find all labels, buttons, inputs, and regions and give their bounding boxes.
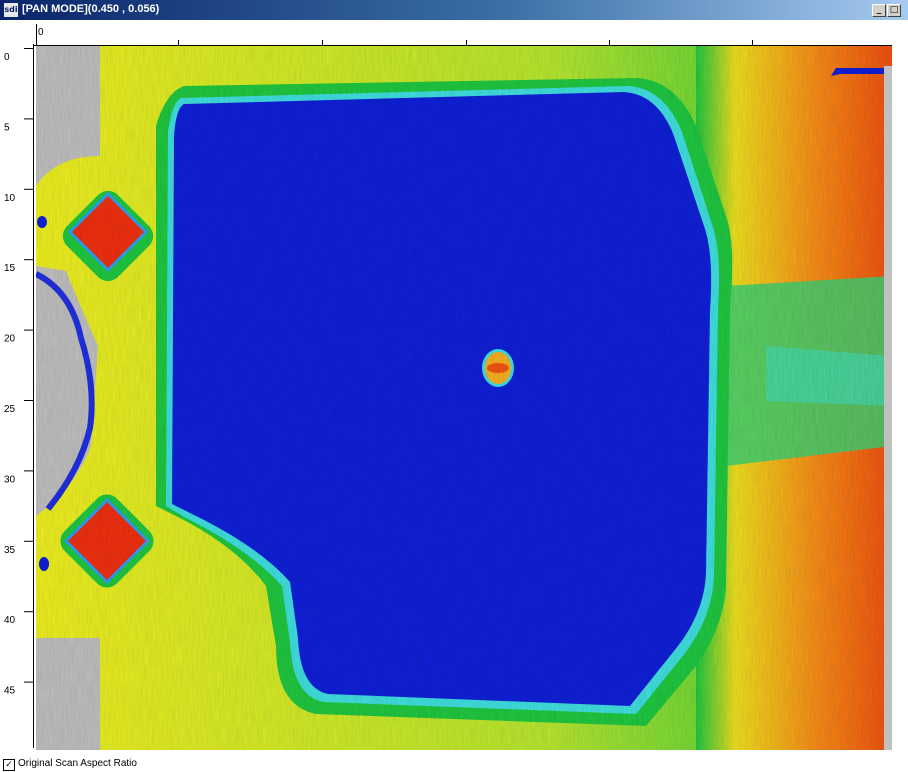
scan-image[interactable] [36,46,892,750]
aspect-ratio-checkbox[interactable]: ✓ [3,759,15,771]
maximize-button[interactable]: □ [887,4,901,17]
vruler-label: 20 [4,334,16,345]
right-scroll-area[interactable] [892,46,908,750]
vruler-label: 45 [4,686,16,697]
vruler-label: 40 [4,615,16,626]
minimize-button[interactable]: _ [872,4,886,17]
vruler-label: 25 [4,404,16,415]
vruler-label: 0 [4,52,10,63]
window-titlebar[interactable]: sdi [PAN MODE](0.450 , 0.056) _ □ [0,0,908,20]
hruler-origin-label: 0 [38,27,44,38]
horizontal-ruler: 0 [34,24,892,46]
window-title: [PAN MODE](0.450 , 0.056) [22,3,160,15]
vruler-label: 10 [4,193,16,204]
vruler-label: 30 [4,474,16,485]
vruler-label: 35 [4,545,16,556]
vruler-label: 15 [4,263,16,274]
aspect-ratio-label[interactable]: Original Scan Aspect Ratio [18,758,137,769]
vertical-ruler: 0 5 10 15 20 25 30 35 40 45 [4,44,34,748]
vruler-label: 5 [4,122,10,133]
footer-bar: ✓ Original Scan Aspect Ratio [0,756,908,772]
app-icon: sdi [4,3,18,17]
